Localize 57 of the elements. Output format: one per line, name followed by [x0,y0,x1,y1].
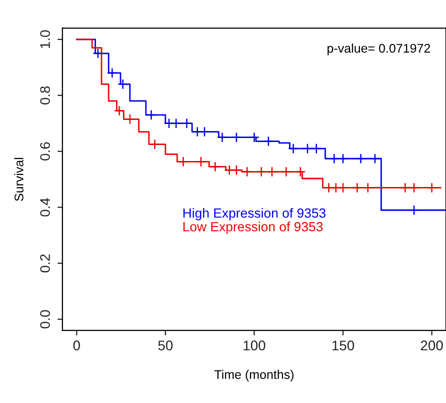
point [330,182,342,194]
point [114,105,125,116]
x-tick-label: 0 [73,340,80,350]
text: High Expression of 9353 [183,208,326,220]
point [408,204,420,216]
x-tick-label: 200 [420,340,443,350]
point [196,156,206,167]
point [210,161,220,172]
point [231,132,242,143]
point [224,164,235,176]
point [106,68,118,78]
annotation: p-value= 0.071972 [328,44,430,56]
point [242,166,252,178]
point [338,182,348,194]
point [263,136,274,147]
point [231,164,242,176]
point [124,114,136,124]
point [362,182,374,194]
y-axis-title: Survival [14,158,24,201]
x-axis-title: Time (months) [214,370,294,382]
x-tick-label: 100 [244,340,266,350]
point [426,182,438,194]
point [352,182,362,194]
point [192,126,203,138]
point [280,166,292,178]
point [302,143,313,154]
y-tick-label: 1.0 [40,30,50,48]
point [266,166,278,178]
point [181,118,192,129]
point [295,166,306,178]
point [146,110,157,120]
point [149,139,160,150]
point [118,78,128,90]
point [288,143,299,154]
point [164,118,174,129]
point [328,153,340,164]
x-tick-label: 150 [332,340,354,350]
x-tick-label: 50 [158,340,173,350]
y-tick-label: 0.2 [40,254,50,272]
y-tick-label: 0.8 [40,86,50,104]
point [170,118,182,129]
point [311,143,322,154]
point [178,156,188,167]
point [256,166,267,178]
y-tick-label: 0.6 [40,142,50,160]
y-tick-label: 0.0 [40,310,50,328]
point [216,132,228,143]
point [338,153,348,164]
point [408,182,420,194]
text: Low Expression of 9353 [183,222,323,234]
y-tick-label: 0.4 [40,198,50,216]
point [370,153,380,164]
point [400,182,410,194]
point [199,126,210,138]
point [355,153,366,164]
point [248,132,260,143]
point [92,48,104,59]
